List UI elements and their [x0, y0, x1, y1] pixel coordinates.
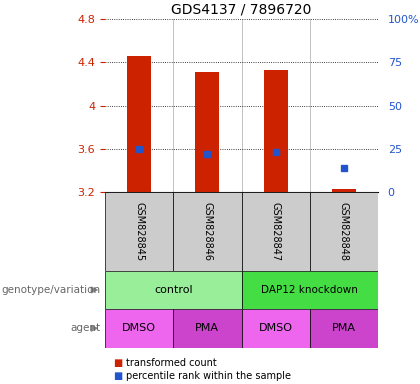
Bar — [241, 271, 378, 309]
Text: genotype/variation: genotype/variation — [2, 285, 101, 295]
Bar — [105, 192, 173, 271]
Text: agent: agent — [71, 323, 101, 333]
Text: GSM828845: GSM828845 — [134, 202, 144, 261]
Text: DMSO: DMSO — [122, 323, 156, 333]
Text: ■: ■ — [113, 358, 123, 368]
Bar — [105, 309, 173, 348]
Bar — [310, 309, 378, 348]
Title: GDS4137 / 7896720: GDS4137 / 7896720 — [171, 3, 312, 17]
Text: GSM828848: GSM828848 — [339, 202, 349, 261]
Text: PMA: PMA — [195, 323, 219, 333]
Text: DAP12 knockdown: DAP12 knockdown — [261, 285, 358, 295]
Bar — [241, 192, 310, 271]
Bar — [105, 271, 241, 309]
Text: percentile rank within the sample: percentile rank within the sample — [126, 371, 291, 381]
Text: DMSO: DMSO — [259, 323, 293, 333]
Text: PMA: PMA — [332, 323, 356, 333]
Text: GSM828846: GSM828846 — [202, 202, 213, 261]
Bar — [173, 192, 241, 271]
Bar — [332, 189, 356, 192]
Bar — [173, 309, 241, 348]
Bar — [264, 70, 288, 192]
Text: transformed count: transformed count — [126, 358, 217, 368]
Bar — [241, 309, 310, 348]
Text: ■: ■ — [113, 371, 123, 381]
Bar — [127, 56, 151, 192]
Text: GSM828847: GSM828847 — [270, 202, 281, 261]
Text: control: control — [154, 285, 192, 295]
Bar — [195, 72, 219, 192]
Bar — [310, 192, 378, 271]
